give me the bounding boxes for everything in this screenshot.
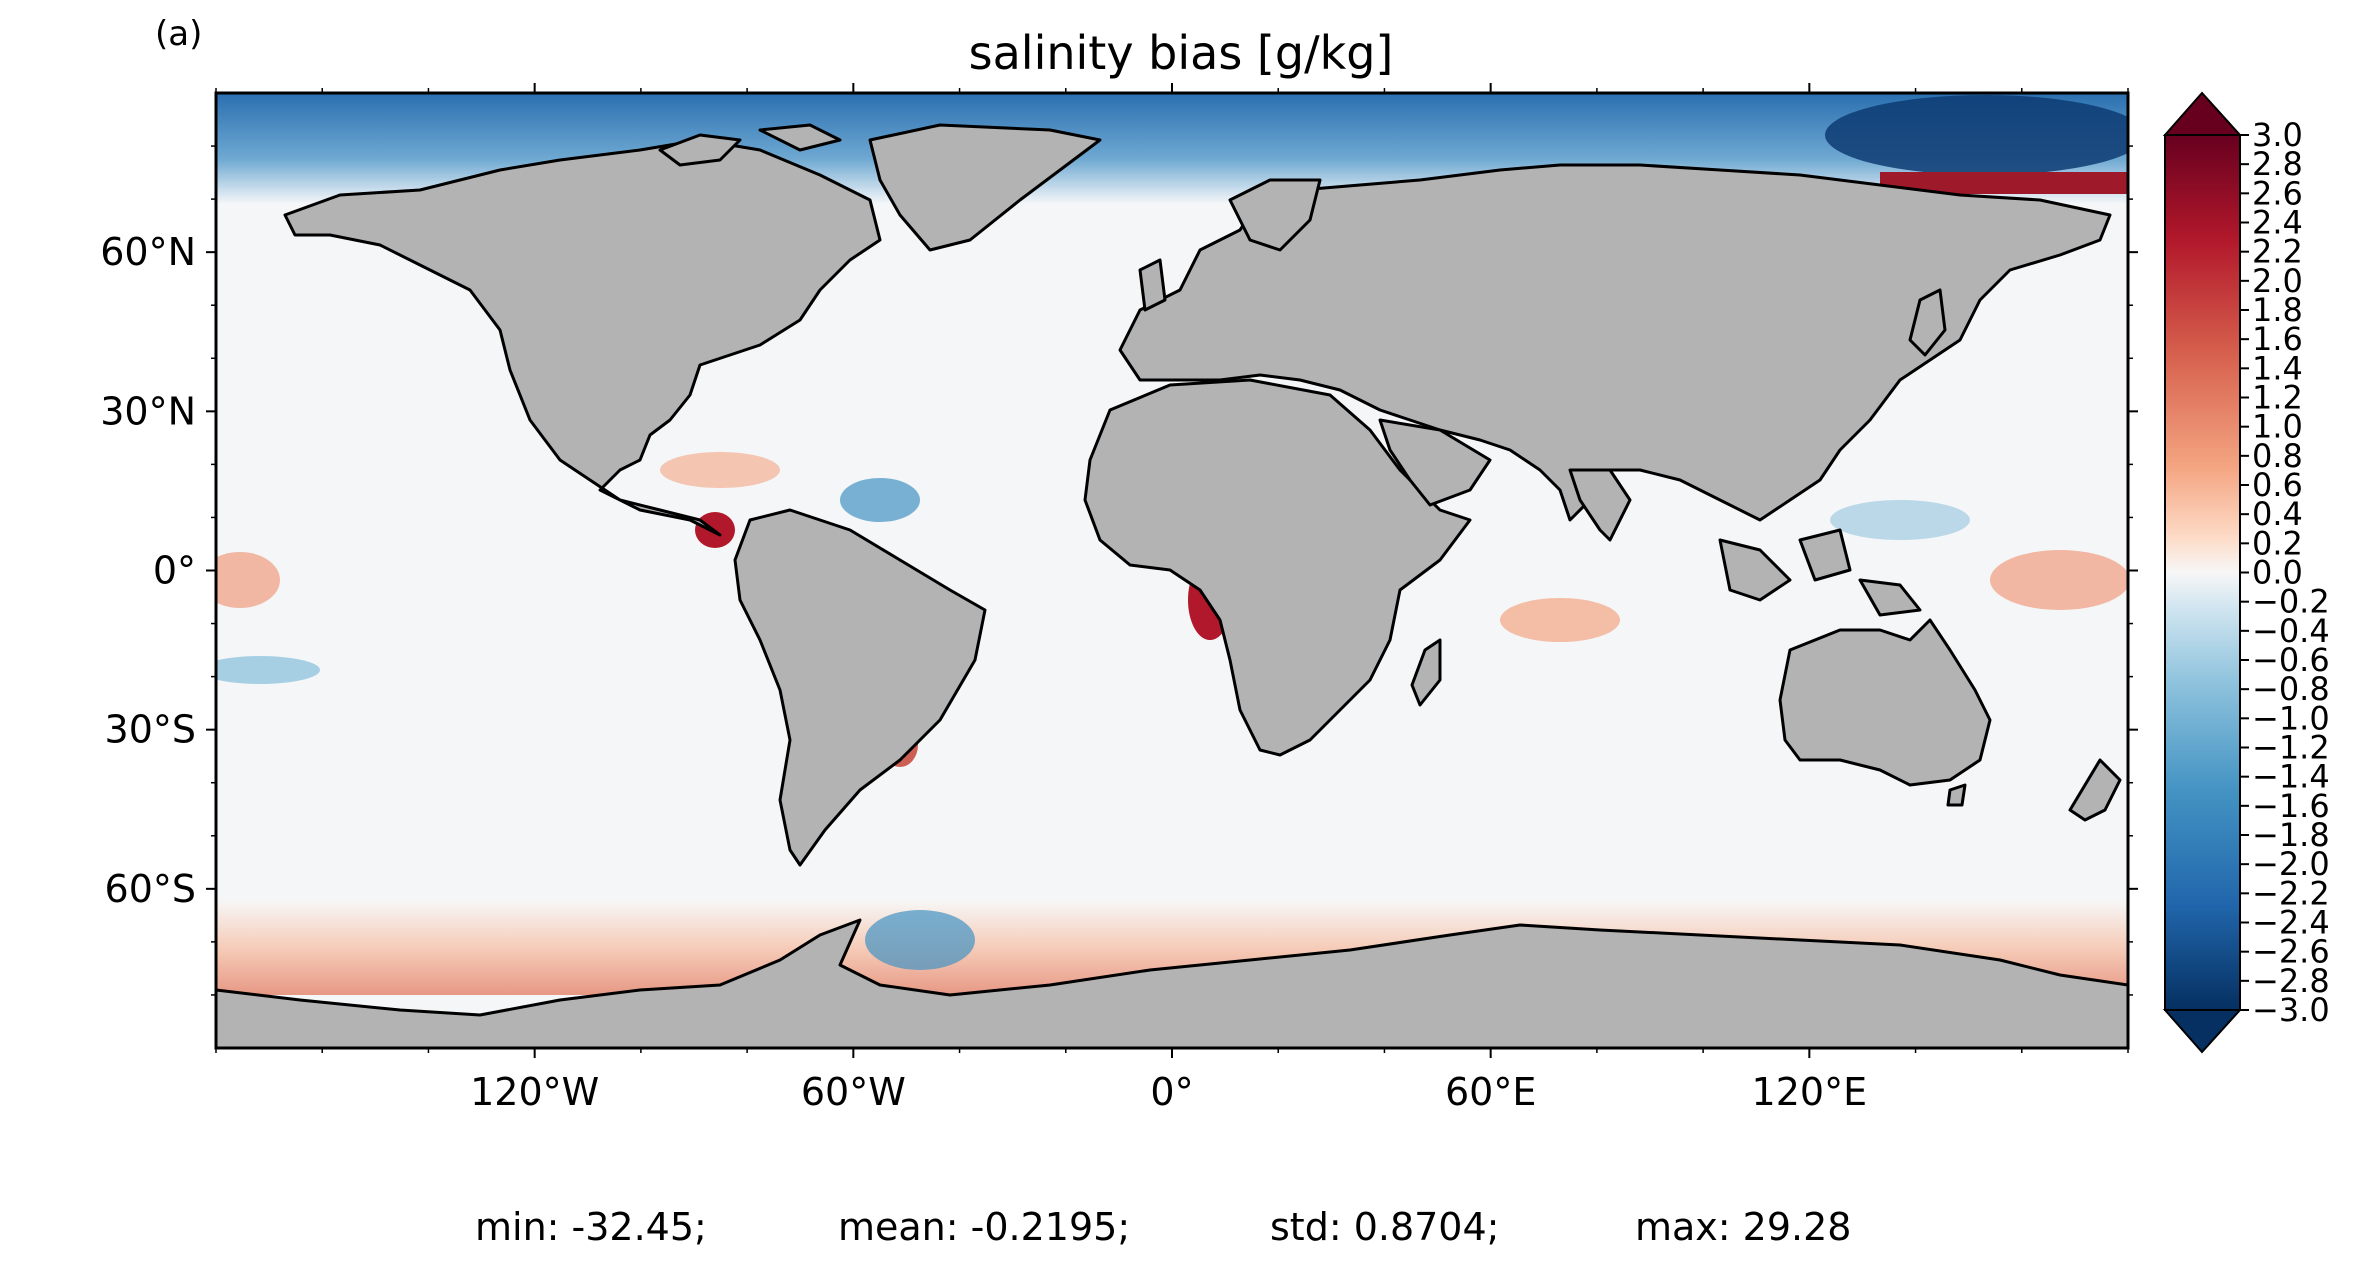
lat-tick-label: 30°S: [105, 708, 196, 752]
colorbar-tick-label: −1.6: [2252, 787, 2330, 825]
colorbar-tick-label: −1.8: [2252, 816, 2330, 854]
colorbar-tick-label: −2.4: [2252, 904, 2330, 942]
panel-label: (a): [155, 14, 203, 54]
australia: [1778, 618, 1992, 787]
colorbar-tick-label: −1.2: [2252, 729, 2330, 767]
colorbar-body: [2164, 134, 2241, 1011]
colorbar-tick-label: 0.8: [2252, 437, 2303, 475]
lat-tick-label: 60°N: [100, 230, 196, 274]
stat-std: std: 0.8704;: [1270, 1205, 1500, 1249]
south-america: [733, 508, 987, 867]
colorbar-ticks: 3.02.82.62.42.22.01.81.61.41.21.00.80.60…: [2240, 116, 2330, 1029]
lon-tick-label: 60°E: [1445, 1070, 1536, 1114]
greenland: [868, 123, 1102, 252]
colorbar-tick-label: 2.4: [2252, 204, 2303, 242]
colorbar-tick-label: 1.4: [2252, 349, 2303, 387]
colorbar-tick-label: −2.0: [2252, 845, 2330, 883]
colorbar-tick-label: −2.8: [2252, 962, 2330, 1000]
lat-axis: 60°N 30°N 0° 30°S 60°S: [100, 145, 2138, 996]
colorbar-tick-label: −0.4: [2252, 612, 2330, 650]
colorbar-tick-label: 0.0: [2252, 554, 2303, 592]
colorbar-tick-label: 1.6: [2252, 320, 2303, 358]
colorbar-tick-label: 2.6: [2252, 174, 2303, 212]
colorbar-extend-max: [2162, 91, 2243, 136]
colorbar: 3.02.82.62.42.22.01.81.61.41.21.00.80.60…: [2162, 91, 2330, 1054]
lon-axis: 120°W 60°W 0° 60°E 120°E: [215, 83, 2129, 1114]
stat-max: max: 29.28: [1635, 1205, 1852, 1249]
stat-mean: mean: -0.2195;: [838, 1205, 1131, 1249]
africa: [1083, 378, 1472, 757]
colorbar-tick-label: 0.4: [2252, 495, 2303, 533]
colorbar-tick-label: −0.2: [2252, 583, 2330, 621]
colorbar-tick-label: −1.0: [2252, 699, 2330, 737]
colorbar-tick-label: −1.4: [2252, 758, 2330, 796]
colorbar-tick-label: 1.8: [2252, 291, 2303, 329]
lat-tick-label: 60°S: [105, 867, 196, 911]
colorbar-tick-label: −2.2: [2252, 874, 2330, 912]
colorbar-tick-label: 1.2: [2252, 379, 2303, 417]
colorbar-extend-min: [2162, 1009, 2243, 1054]
lon-tick-label: 60°W: [801, 1070, 906, 1114]
colorbar-tick-label: 3.0: [2252, 116, 2303, 154]
stat-min: min: -32.45;: [475, 1205, 707, 1249]
colorbar-tick-label: 0.6: [2252, 466, 2303, 504]
lat-tick-label: 0°: [153, 549, 196, 593]
colorbar-tick-label: −3.0: [2252, 991, 2330, 1029]
eurasia: [1118, 163, 2112, 522]
land-masses: [216, 123, 2128, 1048]
lon-tick-label: 120°W: [470, 1070, 599, 1114]
map-title: salinity bias [g/kg]: [968, 26, 1394, 80]
colorbar-tick-label: 2.2: [2252, 233, 2303, 271]
colorbar-tick-label: 1.0: [2252, 408, 2303, 446]
colorbar-tick-label: −2.6: [2252, 933, 2330, 971]
colorbar-tick-label: −0.6: [2252, 641, 2330, 679]
colorbar-tick-label: 2.8: [2252, 145, 2303, 183]
lat-tick-label: 30°N: [100, 389, 196, 433]
lon-tick-label: 0°: [1150, 1070, 1193, 1114]
antarctica: [216, 918, 2128, 1048]
colorbar-tick-label: −0.8: [2252, 670, 2330, 708]
colorbar-tick-label: 2.0: [2252, 262, 2303, 300]
colorbar-tick-label: 0.2: [2252, 524, 2303, 562]
lon-tick-label: 120°E: [1752, 1070, 1868, 1114]
